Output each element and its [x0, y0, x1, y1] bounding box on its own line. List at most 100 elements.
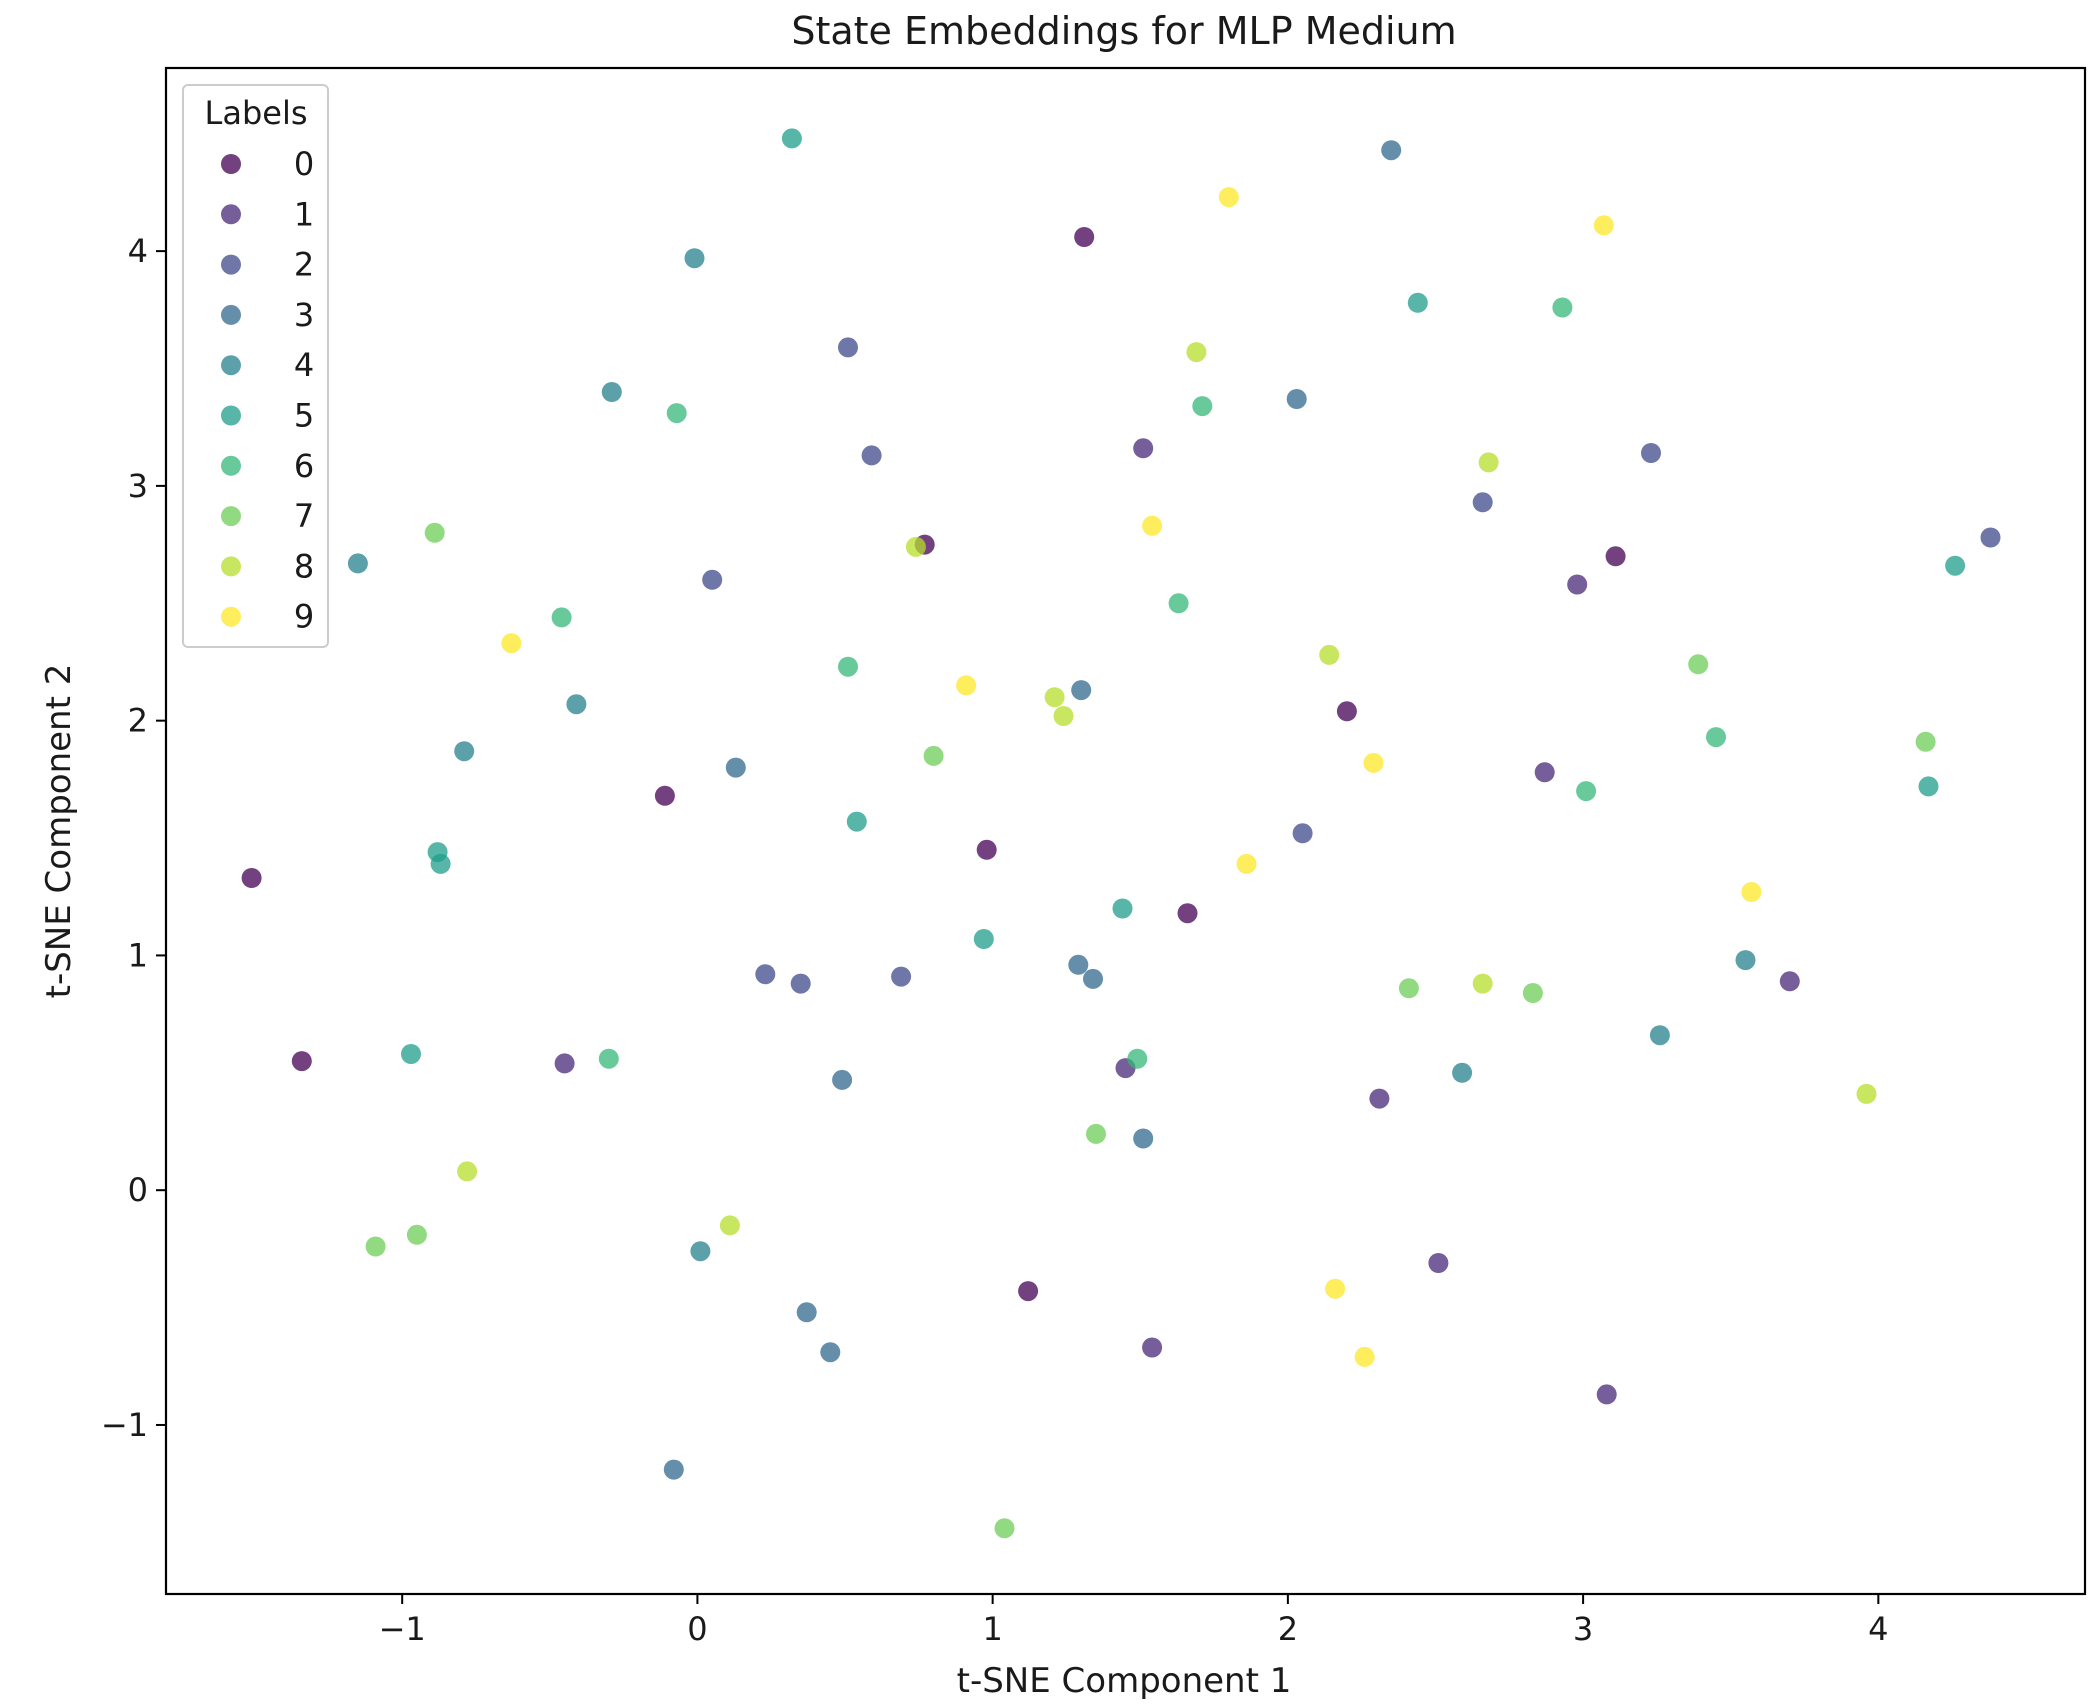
point-label-5-7: [1112, 898, 1133, 919]
point-label-6-7: [1576, 781, 1597, 802]
point-label-4-2: [347, 553, 368, 574]
point-label-2-0: [838, 337, 858, 358]
point-label-3-10: [663, 1459, 684, 1480]
point-label-0-9: [1018, 1281, 1039, 1302]
point-label-9-3: [501, 633, 522, 654]
legend-label-6: 6: [294, 447, 314, 485]
point-label-0-4: [654, 785, 675, 806]
point-label-6-4: [551, 607, 572, 628]
point-label-6-1: [1192, 396, 1213, 417]
point-label-2-1: [861, 445, 882, 466]
x-tick-label: 0: [687, 1610, 707, 1648]
point-label-7-6: [1086, 1123, 1106, 1144]
point-label-9-4: [956, 675, 977, 696]
legend-marker-9: [221, 606, 241, 627]
point-label-6-9: [1127, 1048, 1148, 1069]
point-label-2-7: [755, 964, 776, 985]
point-label-8-8: [457, 1161, 478, 1182]
point-label-2-8: [790, 973, 811, 994]
y-axis-ticks: −1 0 1 2 3 4: [101, 232, 166, 1444]
x-axis-label: t-SNE Component 1: [957, 1661, 1292, 1701]
point-label-1-9: [1596, 1384, 1617, 1405]
legend-label-3: 3: [294, 296, 314, 334]
points-layer: [241, 128, 2001, 1539]
x-tick-label: 3: [1573, 1610, 1593, 1648]
point-label-2-3: [1641, 443, 1661, 463]
plot-frame: [164, 66, 2087, 1596]
point-label-5-4: [846, 811, 867, 832]
point-label-3-3: [725, 757, 746, 778]
point-label-1-8: [1142, 1337, 1163, 1358]
point-label-0-6: [976, 839, 997, 860]
point-label-8-3: [1319, 644, 1340, 665]
point-label-4-7: [1452, 1062, 1473, 1083]
x-tick-label: 2: [1278, 1610, 1298, 1648]
point-label-5-6: [430, 853, 451, 874]
point-label-9-7: [1741, 882, 1762, 902]
legend-marker-4: [221, 355, 241, 376]
point-label-8-4: [1044, 687, 1065, 708]
point-label-6-2: [666, 403, 687, 424]
point-label-3-5: [1083, 968, 1103, 989]
point-label-0-8: [291, 1051, 312, 1072]
point-label-7-7: [365, 1236, 386, 1257]
point-label-0-3: [1336, 701, 1357, 722]
point-label-7-1: [1688, 654, 1709, 675]
y-tick-label: 3: [128, 467, 148, 505]
legend-marker-2: [221, 254, 241, 275]
point-label-4-6: [1649, 1025, 1670, 1046]
x-axis-ticks: −1 0 1 2 3 4: [379, 1594, 1889, 1648]
y-axis-label: t-SNE Component 2: [39, 664, 79, 999]
y-tick-label: 2: [128, 702, 148, 740]
legend-label-5: 5: [294, 397, 314, 435]
point-label-5-9: [401, 1044, 421, 1064]
point-label-3-9: [820, 1342, 841, 1363]
point-label-5-0: [781, 128, 802, 149]
point-label-7-0: [424, 522, 445, 543]
legend-marker-5: [221, 405, 241, 426]
point-label-4-8: [690, 1241, 711, 1262]
point-label-0-2: [1605, 546, 1626, 567]
point-label-4-5: [1735, 950, 1756, 971]
point-label-1-0: [1133, 438, 1154, 459]
y-tick-label: 4: [128, 232, 148, 270]
legend-label-4: 4: [294, 346, 314, 384]
point-label-0-7: [1177, 903, 1198, 924]
point-label-7-5: [1522, 983, 1543, 1003]
point-label-7-2: [1915, 731, 1936, 752]
point-label-9-8: [1325, 1278, 1346, 1299]
point-label-1-4: [554, 1053, 575, 1074]
point-label-3-8: [796, 1302, 817, 1323]
point-label-5-1: [1407, 292, 1428, 313]
point-label-9-6: [1236, 853, 1257, 874]
point-label-0-0: [1074, 227, 1095, 247]
legend-marker-7: [221, 506, 241, 527]
x-tick-label: 1: [982, 1610, 1002, 1648]
point-label-9-1: [1593, 215, 1614, 236]
point-label-7-9: [994, 1518, 1015, 1539]
legend-marker-0: [221, 154, 241, 174]
point-label-5-3: [1918, 776, 1939, 797]
legend: Labels 0 1 2 3 4 5 6 7 8 9: [182, 84, 329, 648]
legend-label-8: 8: [294, 547, 314, 585]
point-label-4-4: [454, 741, 475, 762]
legend-marker-1: [221, 204, 241, 225]
point-label-8-9: [719, 1215, 740, 1236]
point-label-6-0: [1552, 297, 1573, 318]
point-label-3-7: [1133, 1128, 1154, 1149]
point-label-1-7: [1428, 1253, 1449, 1273]
point-label-2-5: [702, 569, 723, 590]
point-label-2-4: [1980, 527, 2001, 548]
point-label-3-4: [1068, 954, 1089, 975]
point-label-2-2: [1472, 492, 1493, 513]
legend-items: 0 1 2 3 4 5 6 7 8 9: [221, 145, 314, 636]
point-label-7-3: [923, 745, 944, 766]
point-label-7-4: [1398, 978, 1419, 999]
point-label-6-6: [1706, 727, 1726, 748]
point-label-8-1: [1478, 452, 1499, 473]
y-tick-label: 1: [128, 936, 148, 974]
y-tick-label: 0: [128, 1171, 148, 1209]
point-label-8-5: [1053, 706, 1074, 726]
